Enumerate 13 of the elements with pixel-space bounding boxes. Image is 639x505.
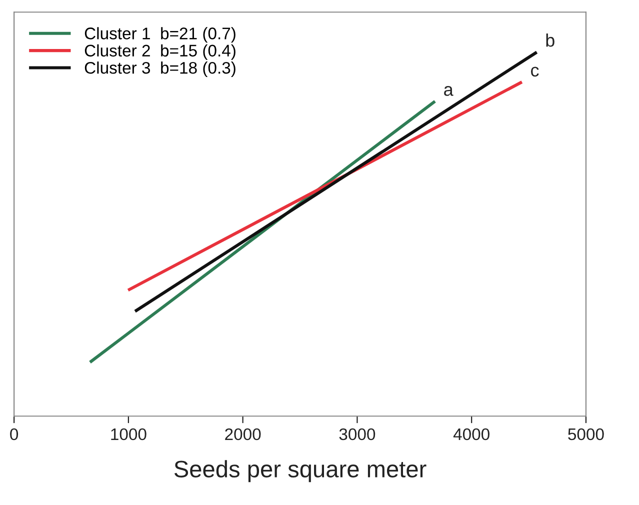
x-tick-label: 0 <box>10 428 18 440</box>
annotation: b <box>546 34 554 47</box>
x-tick-label: 5000 <box>568 428 604 440</box>
x-tick-label: 3000 <box>339 428 376 440</box>
x-tick-label: 2000 <box>225 428 261 440</box>
x-tick-label: 4000 <box>453 428 490 440</box>
x-tick-label: 1000 <box>111 428 146 440</box>
legend-label: Cluster 1 b=21 (0.7) <box>84 27 236 43</box>
annotation: a <box>444 86 454 96</box>
legend-label: Cluster 2 b=15 (0.4) <box>84 44 236 60</box>
annotation: c <box>531 66 539 77</box>
legend-label: Cluster 3 b=18 (0.3) <box>84 62 236 78</box>
x-axis-title: Seeds per square meter <box>174 460 426 482</box>
